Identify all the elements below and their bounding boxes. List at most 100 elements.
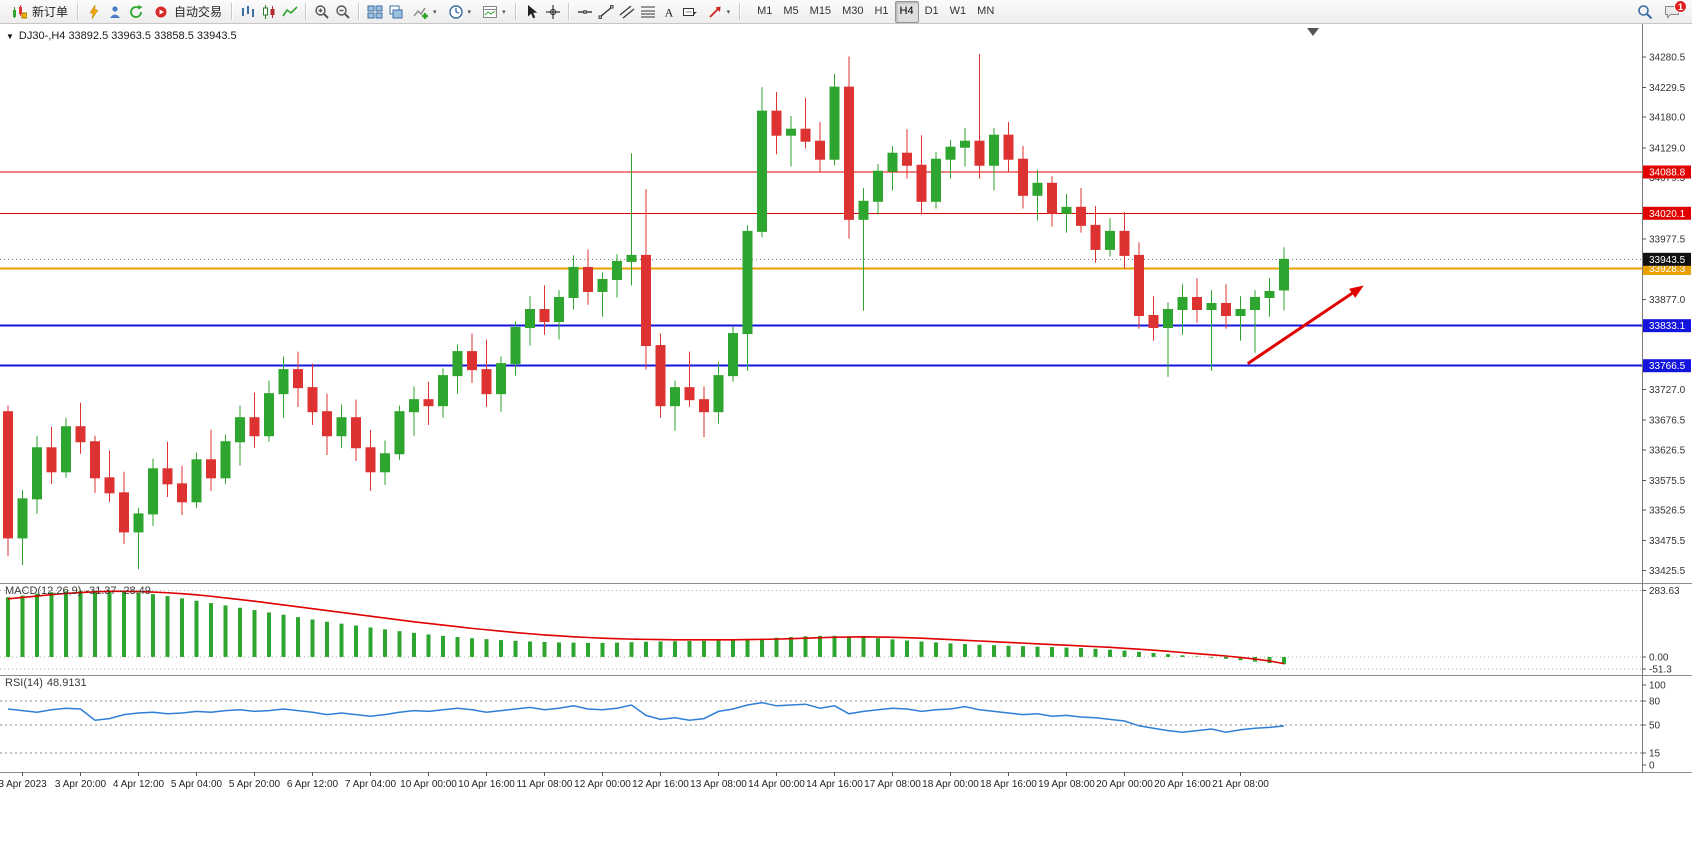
candle <box>1250 296 1260 311</box>
timeframe-m30[interactable]: M30 <box>842 4 864 17</box>
price-line-label <box>1643 206 1691 220</box>
time-label: 20 Apr 16:00 <box>1154 779 1211 790</box>
text-icon[interactable]: A <box>659 2 679 22</box>
price-tick-label: 33526.5 <box>1649 505 1686 516</box>
svg-text:33766.5: 33766.5 <box>1649 361 1686 372</box>
sync-icon[interactable] <box>126 2 146 22</box>
time-label: 7 Apr 04:00 <box>345 779 397 790</box>
chevron-down-icon: ▾ <box>502 8 506 16</box>
candle <box>844 86 854 220</box>
horizontal-line-icon[interactable] <box>575 2 595 22</box>
chart-template-icon <box>480 2 500 22</box>
svg-text:33833.1: 33833.1 <box>1649 321 1686 332</box>
price-line-label <box>1643 165 1691 179</box>
candle <box>684 387 695 401</box>
price-tick-label: 33425.5 <box>1649 566 1686 577</box>
period-button[interactable]: ▾ <box>442 2 476 22</box>
price-tick-label: 34129.0 <box>1649 143 1686 154</box>
candle <box>829 86 840 160</box>
time-label: 11 Apr 08:00 <box>517 779 573 790</box>
toolbar-separator <box>305 3 308 20</box>
candle <box>1235 309 1246 317</box>
time-label: 6 Apr 12:00 <box>287 779 339 790</box>
macd-axis-bg[interactable] <box>1643 584 1692 675</box>
candle <box>1090 224 1101 250</box>
main-chart-pane[interactable]: 34280.5 34229.5 34180.0 34129.0 34079.5 33977… <box>0 24 1692 583</box>
price-tick-label: 34280.5 <box>1649 52 1686 63</box>
candle <box>699 399 709 413</box>
time-label: 5 Apr 20:00 <box>229 779 281 790</box>
timeframe-m1[interactable]: M1 <box>757 4 773 17</box>
auto-trading-button[interactable]: 自动交易 <box>147 2 226 22</box>
macd-signal-line <box>7 590 1285 665</box>
toolbar-separator <box>739 3 742 20</box>
rsi-axis-label: 100 <box>1649 681 1666 692</box>
arrows-tool-button[interactable]: ▾ <box>701 2 735 22</box>
candle <box>220 441 231 479</box>
rsi-axis-bg[interactable] <box>1643 676 1692 772</box>
trend-arrow-line[interactable] <box>1246 288 1358 365</box>
candle <box>670 387 680 407</box>
new-order-button[interactable]: 新订单 <box>5 2 72 22</box>
candle <box>162 468 173 485</box>
candle <box>104 477 115 494</box>
cascade-windows-icon[interactable] <box>386 2 406 22</box>
label-icon[interactable] <box>680 2 700 22</box>
line-chart-icon[interactable] <box>280 2 300 22</box>
lightning-icon[interactable] <box>84 2 104 22</box>
price-tick-label: 33977.5 <box>1649 234 1686 245</box>
candle <box>32 447 42 500</box>
timeframe-d1[interactable]: D1 <box>924 4 939 17</box>
rsi-label: RSI(14) 48.9131 <box>5 677 87 689</box>
time-label: 13 Apr 08:00 <box>690 779 747 790</box>
candle <box>539 309 550 323</box>
timeframe-h1[interactable]: H1 <box>874 4 889 17</box>
fibonacci-icon[interactable] <box>638 2 658 22</box>
candle <box>1105 230 1115 250</box>
crosshair-icon[interactable] <box>543 2 563 22</box>
add-indicator-button[interactable]: ▾ <box>407 2 441 22</box>
timeframe-h4[interactable]: H4 <box>894 0 919 23</box>
chart-title-bar: ▼ DJ30-,H4 33892.5 33963.5 33858.5 33943… <box>6 30 237 42</box>
channel-icon[interactable] <box>617 2 637 22</box>
time-label: 3 Apr 2023 <box>0 779 47 790</box>
timeframe-mn[interactable]: MN <box>977 4 995 17</box>
candle <box>133 513 144 533</box>
macd-axis-label: 283.63 <box>1649 586 1680 597</box>
chart-dropdown-icon[interactable]: ▼ <box>6 31 14 41</box>
search-icon[interactable] <box>1635 2 1655 22</box>
zoom-out-icon[interactable] <box>333 2 353 22</box>
candle <box>177 483 187 503</box>
bar-chart-icon[interactable] <box>238 2 258 22</box>
clock-icon <box>446 2 466 22</box>
person-icon[interactable] <box>105 2 125 22</box>
chart-shift-marker[interactable] <box>1307 28 1319 36</box>
timeframe-m5[interactable]: M5 <box>783 4 799 17</box>
candle <box>90 441 100 479</box>
price-axis-bg[interactable] <box>1643 24 1692 583</box>
timeframe-w1[interactable]: W1 <box>949 4 967 17</box>
chevron-down-icon: ▾ <box>467 8 472 16</box>
price-tick-label: 33575.5 <box>1649 476 1686 487</box>
candle <box>510 327 521 365</box>
price-tick-label: 33727.0 <box>1649 385 1686 396</box>
macd-pane[interactable]: 283.63 0.00-51.3 <box>0 583 1692 675</box>
candlestick-chart-icon[interactable] <box>259 2 279 22</box>
time-axis[interactable]: 3 Apr 2023 3 Apr 20:00 4 Apr 12:00 5 Apr 04… <box>0 772 1692 792</box>
trendline-icon[interactable] <box>596 2 616 22</box>
rsi-pane[interactable]: 100 80 50 150 <box>0 675 1692 772</box>
candle <box>278 369 289 395</box>
candle <box>409 399 419 413</box>
toolbar-separator <box>358 3 361 20</box>
zoom-in-icon[interactable] <box>312 2 332 22</box>
timeframe-m15[interactable]: M15 <box>809 4 832 17</box>
notifications-button[interactable]: 1 <box>1661 0 1687 22</box>
tile-windows-icon[interactable] <box>365 2 385 22</box>
template-button[interactable]: ▾ <box>476 2 510 22</box>
chevron-down-icon: ▾ <box>726 8 731 16</box>
svg-text:33943.5: 33943.5 <box>1649 255 1686 266</box>
cursor-icon[interactable] <box>522 2 542 22</box>
candle <box>264 393 274 437</box>
candle <box>481 369 492 395</box>
candle <box>1003 134 1014 160</box>
